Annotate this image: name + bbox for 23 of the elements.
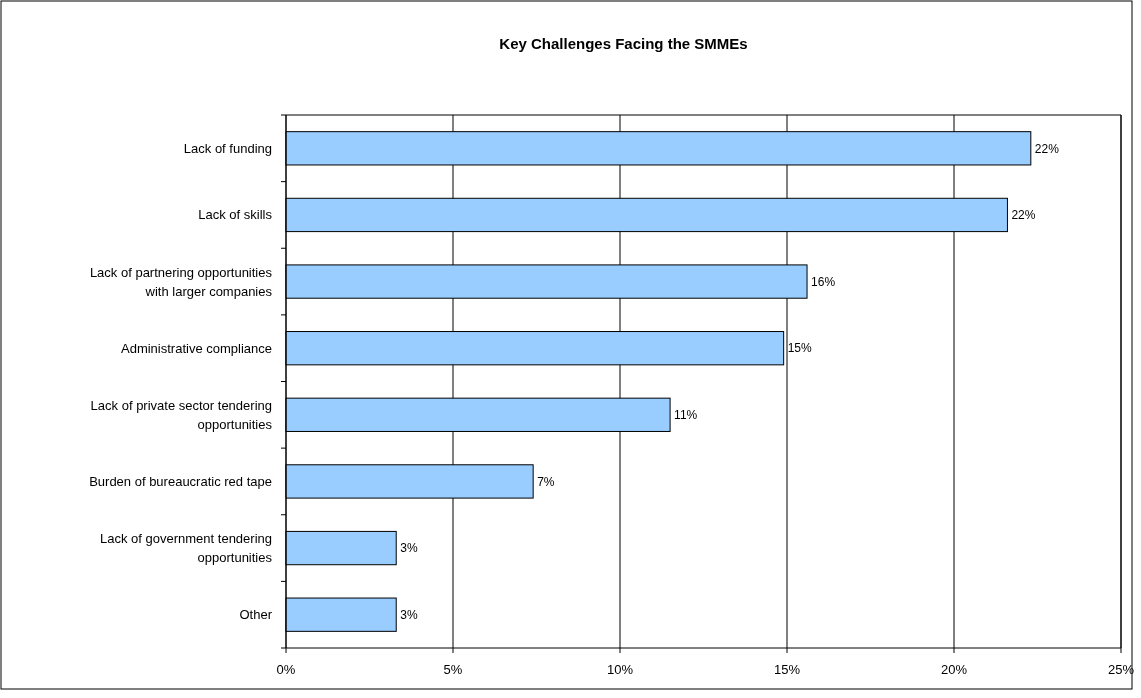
y-tick-label: Other <box>239 607 273 623</box>
y-tick-label: Lack of private sector tendering opportunities <box>90 397 273 432</box>
x-tick-label: 20% <box>940 662 968 677</box>
chart-title: Key Challenges Facing the SMMEs <box>499 35 748 52</box>
x-tick-label: 25% <box>1107 662 1135 677</box>
x-tick-label: 0% <box>276 662 296 677</box>
y-tick-label: Lack of government tendering opportunities <box>100 531 273 566</box>
x-tick-label: 10% <box>606 662 634 677</box>
data-label: 22% <box>1011 208 1036 223</box>
y-tick-label: Administrative compliance <box>120 340 272 356</box>
y-tick-label: Burden of bureaucratic red tape <box>89 473 272 489</box>
y-tick-label: Lack of partnering opportunities with larger companies <box>89 264 273 299</box>
y-tick-label: Lack of funding <box>183 140 272 156</box>
data-label: 3% <box>400 541 418 556</box>
data-label: 16% <box>811 274 836 289</box>
x-tick-label: 5% <box>443 662 463 677</box>
y-tick-label: Lack of skills <box>198 207 273 223</box>
data-label: 22% <box>1034 141 1060 156</box>
data-label: 3% <box>400 607 418 622</box>
x-tick-label: 15% <box>773 662 801 677</box>
data-label: 15% <box>787 341 813 356</box>
data-label: 7% <box>537 474 555 489</box>
data-label: 11% <box>674 408 698 423</box>
